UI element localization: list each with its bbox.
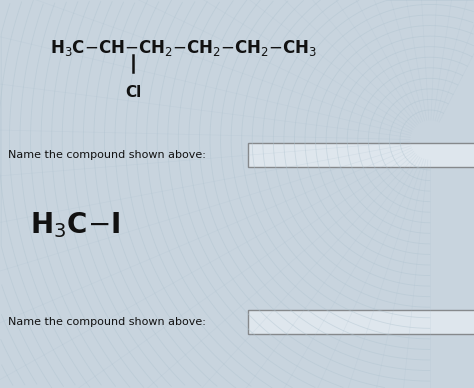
FancyBboxPatch shape <box>248 310 474 334</box>
Text: H$_3$C$-$CH$-$CH$_2$$-$CH$_2$$-$CH$_2$$-$CH$_3$: H$_3$C$-$CH$-$CH$_2$$-$CH$_2$$-$CH$_2$$-… <box>50 38 317 58</box>
FancyBboxPatch shape <box>248 143 474 167</box>
Text: Cl: Cl <box>125 85 141 100</box>
Text: Name the compound shown above:: Name the compound shown above: <box>8 150 206 160</box>
Text: Name the compound shown above:: Name the compound shown above: <box>8 317 206 327</box>
Text: H$_3$C$-$I: H$_3$C$-$I <box>30 210 120 240</box>
